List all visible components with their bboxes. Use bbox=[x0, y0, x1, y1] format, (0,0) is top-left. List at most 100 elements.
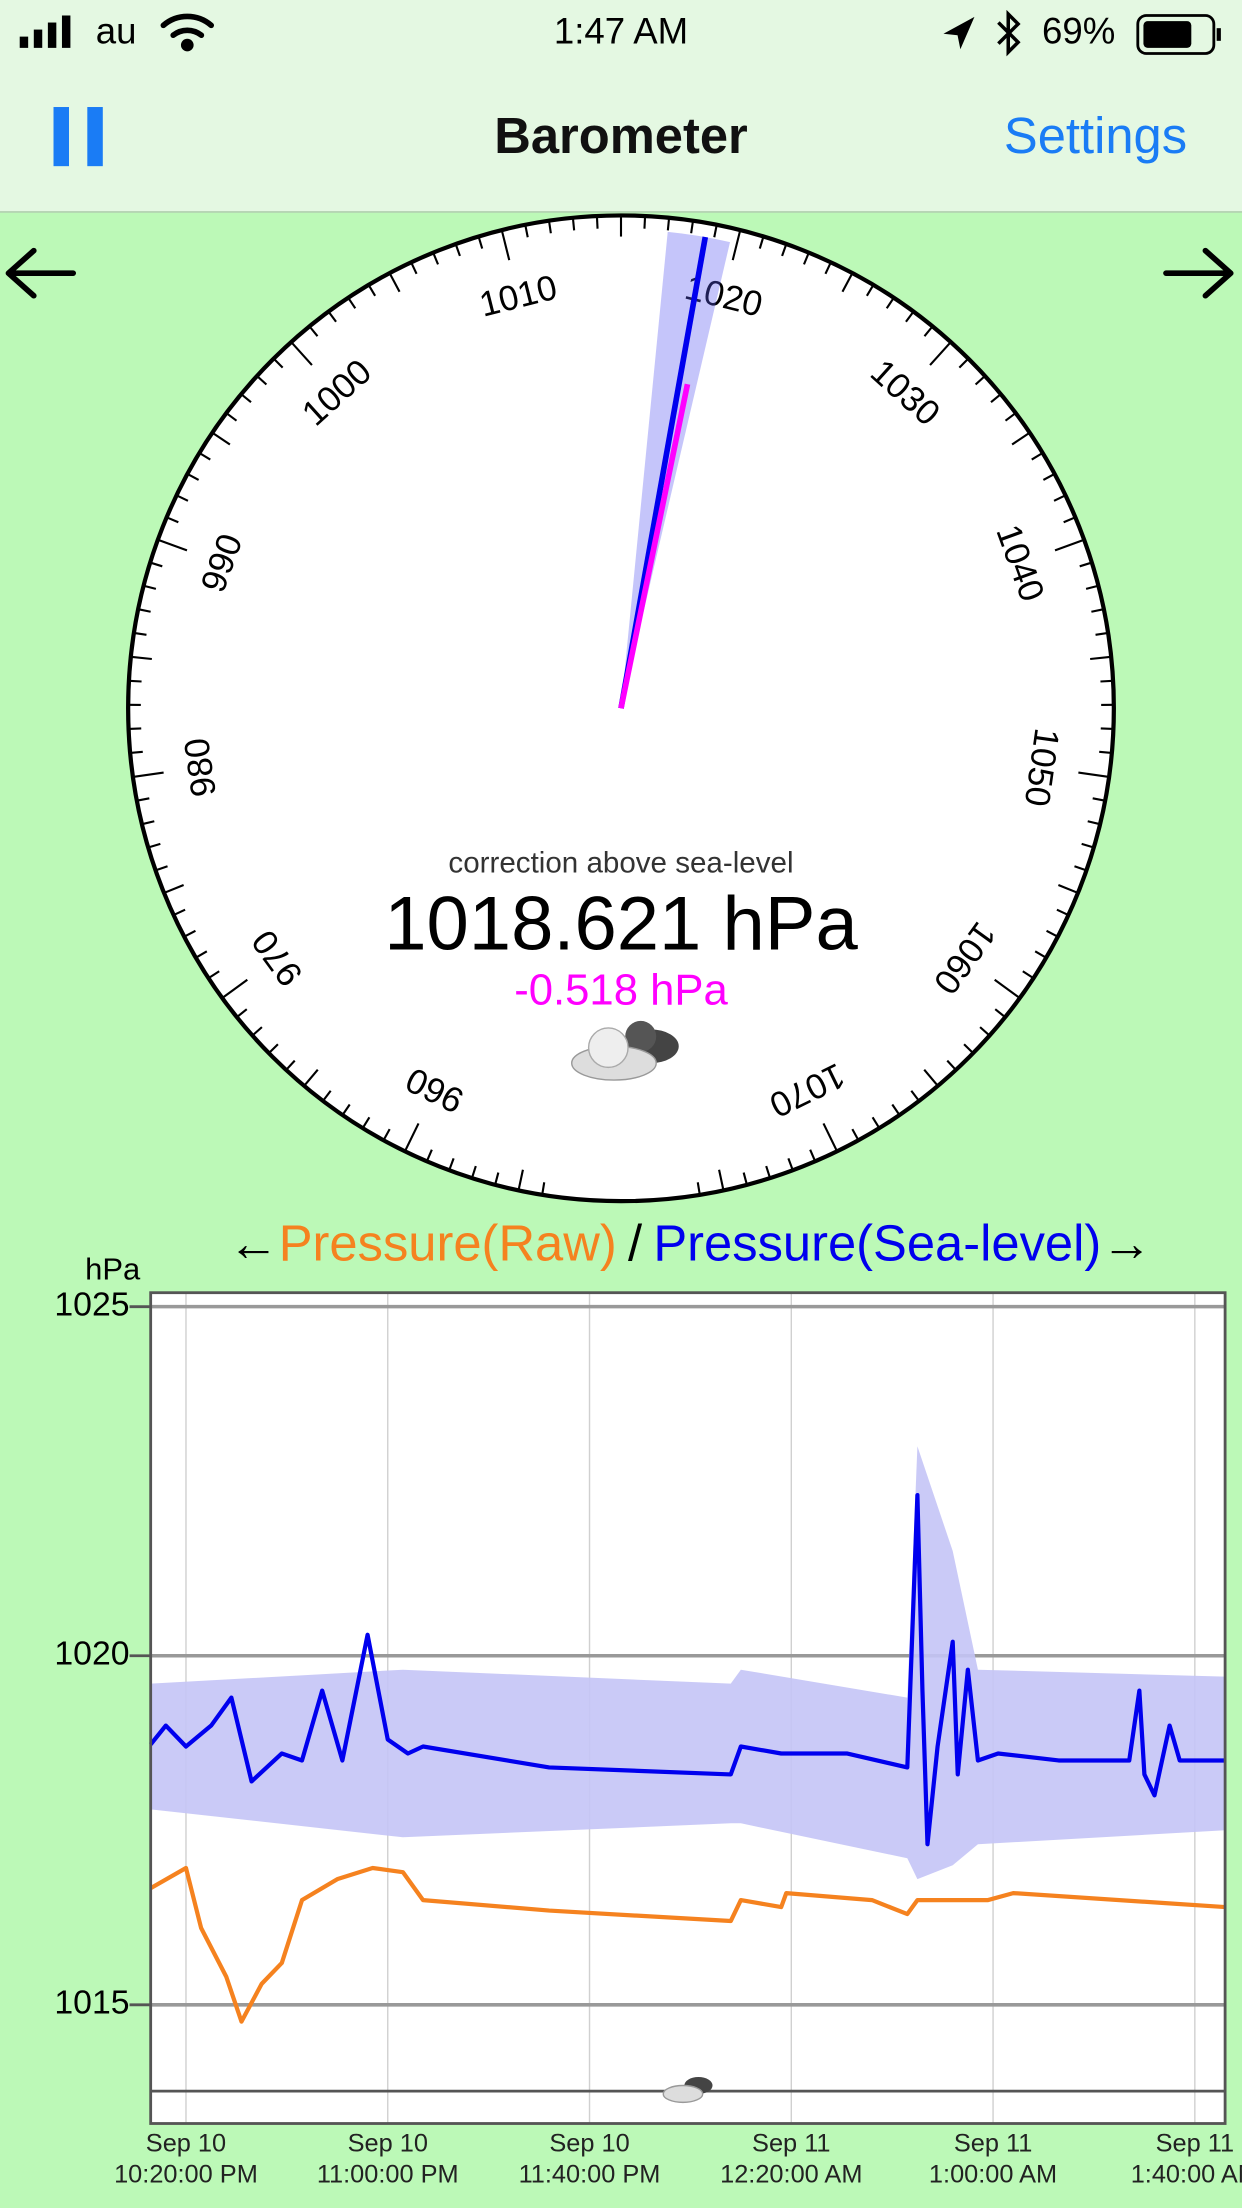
bluetooth-icon bbox=[997, 9, 1021, 57]
dial-tick bbox=[137, 608, 151, 613]
dial-tick bbox=[240, 393, 252, 404]
dial-tick bbox=[696, 1182, 701, 1195]
dial-tick bbox=[1087, 820, 1101, 826]
dial-tick bbox=[929, 341, 952, 366]
y-tick-label: 1015 bbox=[54, 1984, 129, 2022]
dial-tick bbox=[382, 1128, 391, 1141]
dial-tick bbox=[425, 1149, 433, 1162]
dial-tick bbox=[994, 1008, 1006, 1018]
dial-tick bbox=[1081, 842, 1095, 849]
correction-needle bbox=[618, 383, 691, 709]
dial-tick bbox=[290, 341, 313, 366]
dial-tick bbox=[910, 1090, 920, 1102]
dial-tick bbox=[410, 261, 418, 275]
dial-tick bbox=[251, 1026, 263, 1037]
location-icon bbox=[943, 16, 975, 50]
dial-tick bbox=[327, 310, 337, 323]
dial-tick bbox=[690, 220, 695, 234]
dial-tick bbox=[1091, 608, 1105, 613]
previous-arrow[interactable] bbox=[5, 247, 77, 299]
dial-tick bbox=[994, 978, 1021, 999]
settings-button[interactable]: Settings bbox=[1004, 107, 1187, 164]
dial-tick bbox=[946, 1059, 957, 1071]
battery-icon bbox=[1136, 14, 1221, 55]
dial-tick bbox=[1011, 431, 1031, 446]
dial-tick bbox=[285, 1059, 296, 1071]
dial-tick bbox=[923, 325, 934, 337]
dial-tick bbox=[1034, 950, 1047, 959]
x-tick-label: Sep 10 11:00:00 PM bbox=[316, 2129, 459, 2189]
legend-entry: Pressure(Sea-level) bbox=[653, 1215, 1101, 1272]
gauge-correction: -0.518 hPa bbox=[514, 965, 728, 1014]
dial-tick bbox=[157, 538, 188, 552]
signal-icon bbox=[19, 15, 71, 48]
dial-tick bbox=[571, 217, 576, 231]
dial-tick bbox=[155, 865, 168, 872]
legend-next[interactable]: → bbox=[1101, 1215, 1152, 1272]
dial-tick bbox=[742, 1172, 748, 1186]
dial-tick bbox=[990, 393, 1002, 404]
dial-tick bbox=[524, 224, 529, 238]
dial-tick bbox=[477, 236, 484, 249]
dial-tick bbox=[787, 1158, 794, 1171]
x-tick-label: Sep 11 12:20:00 AM bbox=[720, 2129, 863, 2189]
legend-prev[interactable]: ← bbox=[228, 1215, 279, 1272]
dial-tick bbox=[128, 727, 142, 730]
dial-tick bbox=[541, 1182, 546, 1195]
legend: ←Pressure(Raw) / Pressure(Sea-level)→ bbox=[228, 1215, 1152, 1272]
dial-tick bbox=[432, 252, 439, 265]
dial-tick bbox=[236, 1008, 248, 1018]
weather-icon bbox=[571, 1020, 679, 1081]
plot-frame bbox=[149, 1291, 1227, 2125]
correction-value: -0.518 bbox=[514, 965, 638, 1014]
dial-tick bbox=[303, 1068, 319, 1087]
x-tick-label: Sep 11 1:00:00 AM bbox=[928, 2129, 1058, 2189]
dial-tick bbox=[885, 297, 895, 309]
dial-tick bbox=[147, 842, 161, 849]
y-axis-label: hPa bbox=[85, 1252, 141, 1287]
dial-tick bbox=[1004, 412, 1017, 422]
weather-row-icon bbox=[662, 2077, 713, 2104]
dial-tick bbox=[979, 1026, 991, 1037]
dial-tick bbox=[268, 1043, 279, 1054]
dial-tick bbox=[322, 1090, 332, 1102]
dial-tick bbox=[272, 357, 284, 369]
dial-tick bbox=[225, 412, 238, 422]
series-line bbox=[149, 1865, 1226, 2024]
dial-tick bbox=[809, 1149, 817, 1162]
dial-label: 980 bbox=[177, 736, 224, 800]
y-tick-label: 1025 bbox=[54, 1286, 129, 1324]
dial-tick bbox=[221, 978, 248, 999]
dial-tick bbox=[1054, 538, 1085, 552]
dial-tick bbox=[361, 1116, 371, 1129]
dial-tick bbox=[1053, 494, 1066, 502]
dial-tick bbox=[211, 431, 231, 446]
dial-tick bbox=[1056, 908, 1069, 916]
dial-tick bbox=[1031, 452, 1044, 461]
pause-button[interactable] bbox=[53, 107, 103, 167]
dial-tick bbox=[1090, 655, 1112, 661]
dial-tick bbox=[149, 561, 163, 568]
dial-tick bbox=[308, 325, 319, 337]
dial-tick bbox=[822, 1122, 839, 1152]
dial-tick bbox=[1046, 929, 1059, 938]
dial-tick bbox=[470, 1165, 477, 1179]
dial-tick bbox=[905, 310, 915, 323]
dial-tick bbox=[1078, 771, 1110, 778]
dial-tick bbox=[1042, 472, 1056, 481]
gauge-caption: correction above sea-level bbox=[448, 846, 793, 879]
dial-tick bbox=[1100, 679, 1114, 683]
dial-tick bbox=[1063, 516, 1076, 524]
dial-tick bbox=[803, 252, 810, 265]
dial-tick bbox=[765, 1165, 772, 1179]
dial-tick bbox=[1074, 865, 1087, 872]
next-arrow[interactable] bbox=[1163, 247, 1234, 299]
reading-unit: hPa bbox=[722, 881, 858, 966]
dial-tick bbox=[1079, 561, 1093, 568]
dial-tick bbox=[1092, 797, 1106, 802]
x-tick-label: Sep 10 10:20:00 PM bbox=[114, 2129, 258, 2189]
dial-tick bbox=[195, 950, 208, 959]
dial-tick bbox=[547, 220, 552, 234]
dial-tick bbox=[1057, 884, 1079, 894]
